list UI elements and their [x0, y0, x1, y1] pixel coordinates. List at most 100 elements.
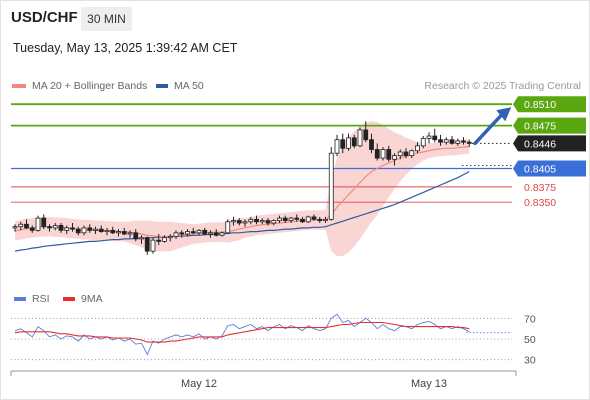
candle	[24, 219, 29, 230]
candle	[144, 236, 150, 255]
candle	[116, 229, 121, 237]
candle	[363, 121, 369, 143]
candle-body	[64, 227, 70, 231]
candle	[443, 137, 449, 145]
candle	[346, 133, 351, 151]
candle-body	[426, 135, 432, 139]
candle-body	[162, 237, 167, 242]
candle	[58, 223, 64, 233]
candle-body	[185, 231, 190, 235]
candle	[254, 215, 259, 225]
candle	[225, 219, 231, 235]
candle	[202, 227, 208, 236]
candle	[93, 226, 98, 235]
candle	[271, 219, 277, 226]
candle	[282, 215, 288, 224]
ma50-swatch	[156, 84, 168, 89]
level-tag-label: 0.8475	[524, 121, 556, 133]
candle-body	[104, 229, 110, 232]
candle	[426, 132, 432, 144]
level-tag-0.8510: 0.8510	[513, 96, 586, 113]
candle-body	[259, 220, 265, 223]
candle	[110, 226, 116, 235]
level-tag-label: 0.8405	[524, 164, 556, 176]
candle-body	[133, 232, 139, 240]
candle	[277, 215, 282, 224]
candle	[265, 218, 271, 226]
candle-body	[93, 228, 98, 231]
candle-body	[242, 221, 248, 224]
candle	[41, 214, 47, 230]
candle	[409, 149, 415, 159]
candle	[133, 229, 139, 242]
candle-body	[167, 236, 173, 239]
candle	[461, 137, 466, 145]
candle-body	[139, 237, 144, 240]
candle	[340, 133, 346, 154]
level-tag-0.8405: 0.8405	[513, 160, 586, 177]
level-tag-box	[513, 117, 586, 134]
candle-body	[81, 227, 87, 234]
level-tag-box	[513, 96, 586, 113]
candle	[213, 229, 219, 237]
candle	[357, 127, 363, 148]
candle	[397, 149, 403, 160]
candle	[334, 134, 340, 157]
level-tag-0.8475: 0.8475	[513, 117, 586, 134]
candle	[294, 214, 300, 222]
candle	[87, 224, 93, 233]
top-bar: USD/CHF 30 MIN	[0, 0, 590, 36]
candle-body	[236, 220, 242, 224]
candle	[300, 216, 305, 224]
legend-ma20: MA 20 + Bollinger Bands	[12, 80, 147, 92]
candle	[12, 224, 18, 232]
candle-body	[369, 139, 374, 150]
candle-body	[351, 137, 357, 147]
legend-ma50: MA 50	[156, 80, 204, 92]
candle-body	[271, 220, 277, 224]
candle-body	[18, 223, 24, 228]
candle	[323, 216, 328, 224]
candle-body	[190, 231, 196, 234]
rsi-tick-label: 30	[524, 355, 536, 367]
timeframe-badge[interactable]: 30 MIN	[81, 7, 132, 31]
candle	[432, 128, 438, 143]
candle-body	[87, 227, 93, 231]
candle-body	[432, 135, 438, 141]
candle	[139, 235, 144, 244]
candle-body	[397, 151, 403, 157]
candle	[415, 142, 420, 154]
candle	[242, 219, 248, 227]
candle	[185, 229, 190, 237]
bollinger-band	[15, 121, 470, 257]
forecast-arrow-shaft	[473, 112, 504, 146]
rsi-swatch	[14, 297, 26, 302]
candle-body	[265, 220, 271, 224]
candle-body	[415, 145, 420, 152]
ma50-legend-label: MA 50	[174, 80, 204, 92]
candle	[369, 133, 374, 154]
candle-body	[282, 217, 288, 221]
candle-body	[35, 217, 41, 231]
candle-body	[144, 237, 150, 252]
candle-body	[311, 216, 317, 220]
candle	[47, 224, 52, 232]
rsi-line	[14, 313, 470, 356]
candle-body	[202, 229, 208, 235]
candle	[35, 215, 41, 232]
candle-body	[116, 231, 121, 234]
candle	[288, 216, 294, 224]
candle-body	[323, 218, 328, 221]
candle	[386, 145, 392, 162]
candle-body	[52, 225, 58, 229]
candle-body	[70, 227, 75, 230]
candles	[12, 121, 472, 255]
x-axis-label: May 12	[181, 378, 217, 390]
candle-body	[29, 227, 35, 231]
candle-body	[392, 155, 397, 160]
candle-body	[47, 226, 52, 229]
rsi-legend-label: RSI	[32, 293, 50, 305]
candle-body	[12, 226, 18, 229]
candle	[167, 234, 173, 242]
